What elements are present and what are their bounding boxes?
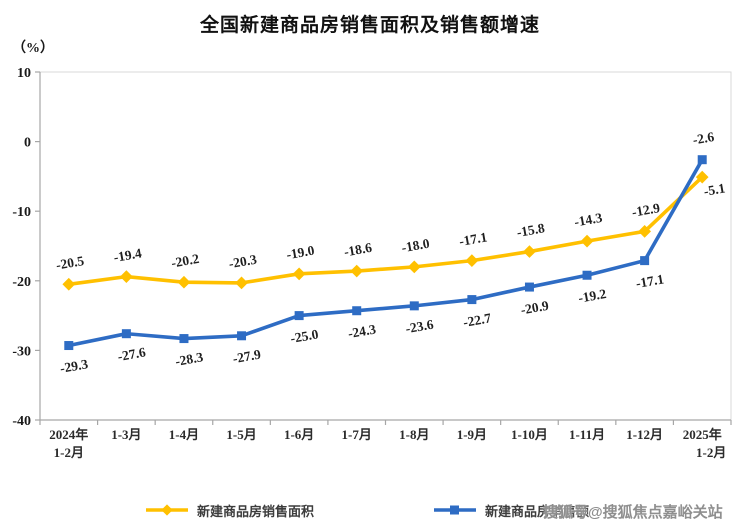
y-tick-label: 0 (24, 136, 31, 151)
y-tick-label: 10 (17, 66, 31, 81)
x-tick-label: 1-2月 (696, 445, 726, 460)
data-point-marker-diamond (62, 277, 76, 291)
legend-label-sales-amount: 新建商品房销售额 (485, 503, 590, 519)
data-label: -2.6 (692, 129, 716, 148)
data-label: -14.3 (573, 210, 604, 230)
y-tick-label: -30 (12, 344, 31, 359)
legend-item-sales-area: 新建商品房销售面积 (145, 499, 314, 521)
data-label: -24.3 (347, 321, 378, 341)
x-tick-label: 1-6月 (284, 427, 314, 442)
data-label: -5.1 (703, 180, 727, 199)
data-point-marker-square (294, 311, 304, 321)
x-tick-label: 2024年 (49, 427, 88, 442)
data-label: -19.0 (285, 243, 316, 263)
data-point-marker-diamond (177, 275, 191, 289)
data-label: -20.5 (55, 253, 86, 273)
data-point-marker-square (237, 331, 247, 341)
series-line-0 (66, 175, 705, 287)
data-label: -22.7 (462, 310, 493, 330)
y-tick-label: -10 (12, 205, 31, 220)
data-point-marker-square (64, 341, 74, 351)
y-axis-unit-label: （%） (12, 41, 54, 56)
plot-border (40, 71, 732, 420)
series-line-1 (66, 157, 705, 348)
data-label: -27.6 (116, 344, 147, 364)
chart-legend: 新建商品房销售面积 新建商品房销售额 (0, 499, 740, 523)
x-tick-label: 1-5月 (226, 427, 256, 442)
x-tick-label: 2025年 (683, 427, 722, 442)
data-point-marker-diamond (350, 264, 364, 278)
y-tick-label: -40 (12, 414, 31, 429)
x-tick-label: 1-4月 (169, 427, 199, 442)
data-label: -12.9 (631, 200, 662, 220)
data-point-marker-diamond (120, 270, 133, 283)
data-point-marker-diamond (523, 245, 536, 258)
data-point-marker-diamond (580, 234, 594, 248)
x-tick-label: 1-3月 (111, 427, 141, 442)
x-tick-label: 1-11月 (569, 427, 605, 442)
data-label: -20.3 (228, 252, 259, 272)
data-point-marker-diamond (465, 254, 479, 267)
data-label: -19.2 (577, 286, 608, 306)
data-label: -29.3 (59, 356, 90, 376)
watermark-text: 搜狐号@搜狐焦点嘉峪关站 (543, 504, 723, 521)
data-label: -19.4 (112, 245, 143, 265)
data-label: -28.3 (174, 349, 205, 369)
data-point-marker-square (121, 329, 131, 339)
legend-marker-diamond-icon (146, 504, 188, 516)
data-point-marker-square (467, 295, 477, 305)
data-point-marker-diamond (235, 276, 248, 290)
data-label: -18.0 (400, 236, 431, 256)
data-point-marker-square (697, 155, 707, 165)
legend-item-sales-amount: 新建商品房销售额 (433, 499, 589, 521)
data-label: -18.6 (343, 240, 374, 260)
data-point-marker-square (409, 301, 419, 311)
legend-marker-square-icon (434, 505, 476, 515)
data-point-marker-square (640, 256, 650, 266)
data-point-marker-diamond (407, 260, 421, 274)
data-label: -17.1 (635, 271, 666, 291)
x-tick-label: 1-2月 (54, 445, 84, 460)
data-point-marker-square (179, 334, 189, 344)
y-tick-label: -20 (12, 275, 31, 290)
data-label: -25.0 (289, 326, 320, 346)
data-label: -17.1 (458, 229, 489, 249)
chart-title: 全国新建商品房销售面积及销售额增速 (199, 15, 540, 36)
data-label: -27.9 (232, 346, 263, 366)
data-label: -20.9 (520, 298, 551, 318)
data-point-marker-square (352, 306, 362, 316)
x-tick-label: 1-7月 (342, 427, 372, 442)
data-label: -20.2 (170, 251, 201, 271)
x-tick-label: 1-8月 (399, 427, 429, 442)
x-tick-label: 1-10月 (511, 427, 548, 442)
data-point-marker-square (524, 282, 534, 292)
data-point-marker-square (582, 270, 592, 280)
line-chart: 10 0 -10 -20 -30 -40 2024年 1-2月 1-3月 1-4月 1-5月 1-6月… (12, 66, 732, 460)
axis-line (39, 72, 731, 421)
data-label: -23.6 (404, 317, 435, 337)
x-tick-label: 1-9月 (457, 427, 487, 442)
data-label: -15.8 (516, 220, 547, 240)
x-tick-label: 1-12月 (626, 427, 663, 442)
legend-label-sales-area: 新建商品房销售面积 (197, 503, 315, 519)
data-point-marker-diamond (292, 267, 306, 281)
